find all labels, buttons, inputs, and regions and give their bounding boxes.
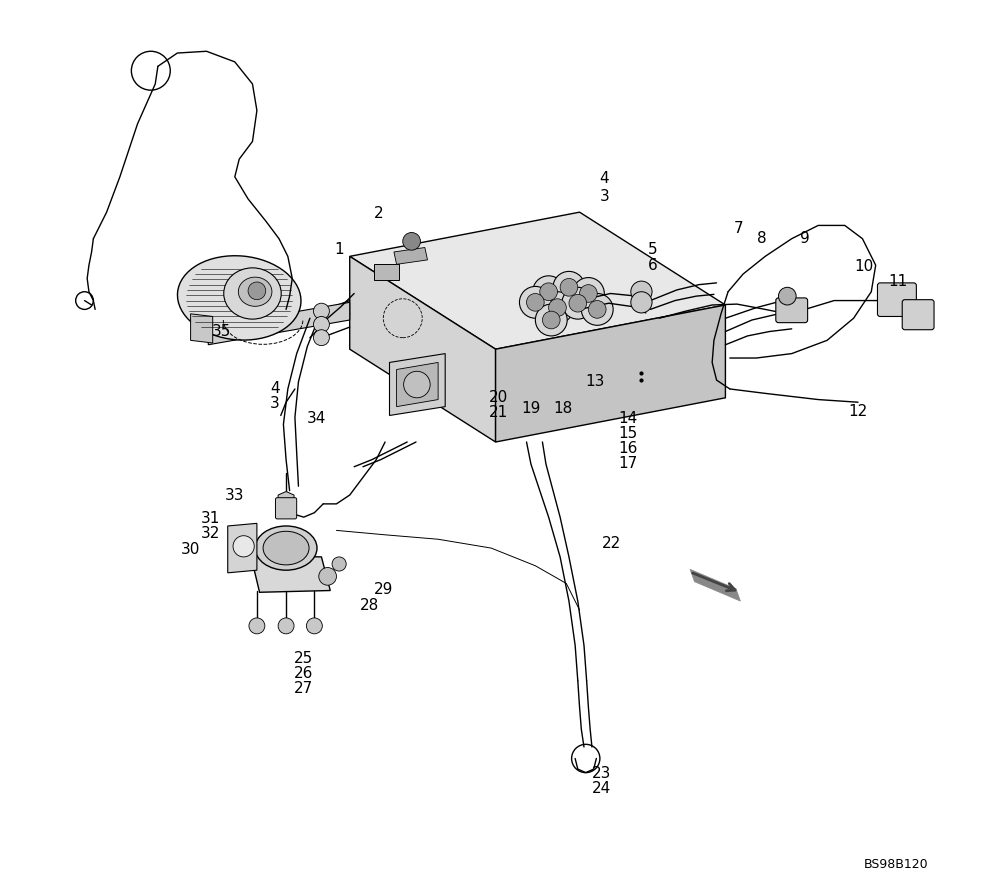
FancyBboxPatch shape xyxy=(275,498,297,519)
FancyBboxPatch shape xyxy=(902,300,934,330)
Text: BS98B120: BS98B120 xyxy=(864,858,929,871)
Circle shape xyxy=(248,282,266,300)
Text: 3: 3 xyxy=(599,189,609,203)
Text: 23: 23 xyxy=(592,766,611,781)
Polygon shape xyxy=(690,569,740,601)
FancyBboxPatch shape xyxy=(877,283,916,316)
Circle shape xyxy=(249,618,265,634)
Polygon shape xyxy=(350,256,496,442)
Circle shape xyxy=(569,294,587,312)
Circle shape xyxy=(553,271,585,303)
Circle shape xyxy=(572,278,604,309)
Circle shape xyxy=(535,304,567,336)
Text: 22: 22 xyxy=(602,537,621,551)
Text: 29: 29 xyxy=(374,583,393,597)
Text: 2: 2 xyxy=(374,207,384,221)
Text: 35: 35 xyxy=(212,324,231,339)
Circle shape xyxy=(549,299,566,316)
Text: 9: 9 xyxy=(800,232,810,246)
Text: 1: 1 xyxy=(334,242,344,256)
Text: 12: 12 xyxy=(848,404,868,418)
Text: 7: 7 xyxy=(734,221,743,235)
Text: 4: 4 xyxy=(270,382,279,396)
Polygon shape xyxy=(251,555,330,592)
Polygon shape xyxy=(394,248,428,264)
Circle shape xyxy=(580,285,597,302)
Text: 28: 28 xyxy=(360,598,379,613)
Polygon shape xyxy=(397,362,438,407)
Text: 20: 20 xyxy=(489,391,508,405)
Ellipse shape xyxy=(238,277,272,306)
Circle shape xyxy=(306,618,322,634)
Text: 25: 25 xyxy=(294,652,313,666)
Circle shape xyxy=(527,293,544,311)
Circle shape xyxy=(313,303,329,319)
Text: 15: 15 xyxy=(619,426,638,440)
Text: 32: 32 xyxy=(200,527,220,541)
Polygon shape xyxy=(496,305,725,442)
Text: 10: 10 xyxy=(855,260,874,274)
Circle shape xyxy=(313,316,329,332)
Polygon shape xyxy=(191,314,213,343)
Circle shape xyxy=(319,568,336,585)
Text: 11: 11 xyxy=(888,274,907,288)
FancyBboxPatch shape xyxy=(776,298,808,323)
Text: 5: 5 xyxy=(648,242,658,256)
Circle shape xyxy=(313,330,329,346)
Circle shape xyxy=(542,311,560,329)
Ellipse shape xyxy=(177,255,301,340)
Text: 18: 18 xyxy=(553,401,572,415)
Polygon shape xyxy=(390,354,445,415)
Circle shape xyxy=(540,283,557,301)
Circle shape xyxy=(581,293,613,325)
Text: 21: 21 xyxy=(489,406,508,420)
Polygon shape xyxy=(350,212,725,349)
Text: 13: 13 xyxy=(585,375,604,389)
Circle shape xyxy=(332,557,346,571)
Text: 24: 24 xyxy=(592,781,611,796)
Circle shape xyxy=(631,281,652,302)
Text: 33: 33 xyxy=(225,488,245,502)
Circle shape xyxy=(562,287,594,319)
Circle shape xyxy=(542,292,573,324)
Text: 4: 4 xyxy=(599,171,609,186)
Text: 3: 3 xyxy=(270,397,279,411)
Circle shape xyxy=(533,276,565,308)
Circle shape xyxy=(560,278,578,296)
Polygon shape xyxy=(278,492,294,506)
Text: 27: 27 xyxy=(294,682,313,696)
Text: 34: 34 xyxy=(306,411,326,425)
Ellipse shape xyxy=(255,526,317,570)
Circle shape xyxy=(404,371,430,398)
Circle shape xyxy=(588,301,606,318)
Text: 6: 6 xyxy=(648,258,658,272)
Ellipse shape xyxy=(224,268,281,319)
Circle shape xyxy=(519,286,551,318)
Circle shape xyxy=(778,287,796,305)
Text: 8: 8 xyxy=(757,232,766,246)
Polygon shape xyxy=(208,302,350,345)
Text: 31: 31 xyxy=(200,512,220,526)
Circle shape xyxy=(278,618,294,634)
Circle shape xyxy=(631,292,652,313)
FancyBboxPatch shape xyxy=(374,264,399,280)
Text: 17: 17 xyxy=(619,456,638,470)
Text: 26: 26 xyxy=(294,667,313,681)
Polygon shape xyxy=(228,523,257,573)
Circle shape xyxy=(403,232,420,250)
Text: 16: 16 xyxy=(618,441,638,455)
Ellipse shape xyxy=(263,531,309,565)
Text: 14: 14 xyxy=(619,411,638,425)
Text: 30: 30 xyxy=(181,543,200,557)
Circle shape xyxy=(233,536,254,557)
Text: 19: 19 xyxy=(521,401,541,415)
